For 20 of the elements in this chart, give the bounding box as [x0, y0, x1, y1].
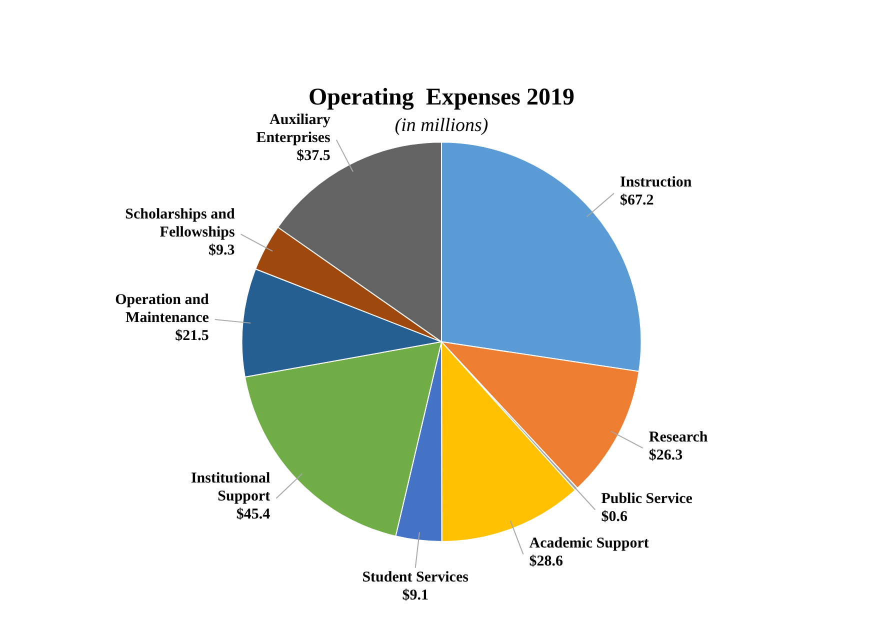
- data-label: $9.3: [208, 242, 235, 259]
- slice-label: Operation and Maintenance: [115, 292, 210, 326]
- slice-label: Auxiliary Enterprises: [256, 112, 331, 146]
- slice-label: Academic Support: [529, 536, 649, 552]
- chart-title: Operating Expenses 2019: [308, 84, 575, 111]
- data-label: $37.5: [296, 148, 330, 164]
- slice-label: Institutional Support: [190, 470, 270, 505]
- data-label: $0.6: [601, 509, 628, 526]
- data-label: $21.5: [175, 328, 209, 344]
- slice-label: Research: [648, 429, 708, 446]
- data-label: $45.4: [236, 506, 271, 523]
- data-label: $67.2: [620, 192, 654, 209]
- slice-label: Public Service: [601, 491, 693, 508]
- slice-label: Student Services: [362, 569, 469, 586]
- chart-subtitle: (in millions): [394, 115, 488, 136]
- data-label: $26.3: [648, 447, 683, 464]
- slice-label: Scholarships and Fellowships: [125, 206, 236, 241]
- data-label: $28.6: [529, 554, 564, 570]
- data-label: $9.1: [402, 587, 428, 604]
- slice-label: Instruction: [620, 174, 692, 191]
